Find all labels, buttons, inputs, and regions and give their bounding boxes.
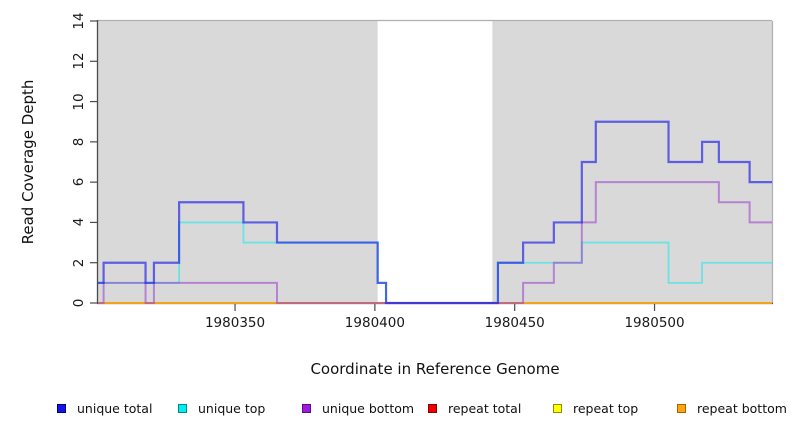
x-tick-label: 1980350 xyxy=(204,315,266,331)
legend-swatch-icon xyxy=(677,403,686,413)
legend-label: unique bottom xyxy=(322,400,415,416)
y-tick-label: 6 xyxy=(71,177,87,187)
shaded-region xyxy=(98,21,378,303)
y-tick-label: 8 xyxy=(71,137,87,147)
legend-item-repeat-total: repeat total xyxy=(428,399,521,417)
y-axis-title: Read Coverage Depth xyxy=(19,79,37,245)
legend-label: repeat top xyxy=(573,400,639,416)
legend-label: repeat total xyxy=(448,400,522,416)
legend-item-repeat-bottom: repeat bottom xyxy=(677,399,787,417)
legend-label: unique total xyxy=(77,400,153,416)
y-tick-label: 0 xyxy=(71,298,87,308)
x-tick-label: 1980500 xyxy=(624,315,685,331)
x-tick-label: 1980450 xyxy=(484,315,545,331)
legend-item-unique-total: unique total xyxy=(57,399,152,417)
y-tick-label: 10 xyxy=(71,92,87,111)
legend-label: unique top xyxy=(198,400,266,416)
series-unique-bottom xyxy=(98,181,772,304)
y-tick-label: 2 xyxy=(71,258,87,267)
legend-item-repeat-top: repeat top xyxy=(553,399,638,417)
legend-swatch-icon xyxy=(57,403,66,413)
legend-item-unique-top: unique top xyxy=(178,399,265,417)
legend-swatch-icon xyxy=(178,403,187,413)
y-tick-label: 14 xyxy=(71,12,87,30)
y-tick-label: 12 xyxy=(71,52,87,70)
legend-swatch-icon xyxy=(302,403,311,413)
legend-swatch-icon xyxy=(553,403,562,413)
legend-swatch-icon xyxy=(428,403,437,413)
y-tick-label: 4 xyxy=(71,218,87,227)
series-unique-total xyxy=(98,120,772,305)
x-tick-label: 1980400 xyxy=(344,315,405,331)
legend-item-unique-bottom: unique bottom xyxy=(302,399,414,417)
x-axis-title: Coordinate in Reference Genome xyxy=(310,360,560,378)
legend-label: repeat bottom xyxy=(697,400,787,416)
